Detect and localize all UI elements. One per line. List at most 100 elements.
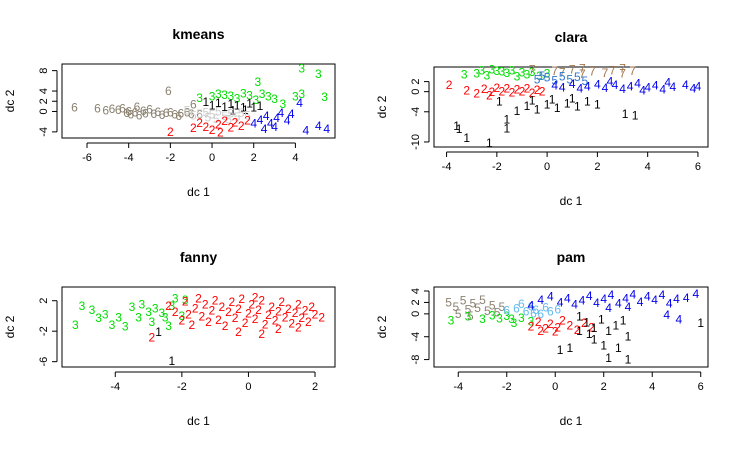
data-point-cluster-4: 4	[551, 79, 558, 93]
data-point-cluster-3: 3	[461, 68, 468, 82]
y-axis-label: dc 2	[3, 89, 17, 112]
data-point-cluster-3: 3	[252, 93, 259, 107]
y-axis-label: dc 2	[375, 315, 389, 338]
data-point-cluster-2: 2	[222, 319, 229, 333]
data-point-cluster-3: 3	[139, 298, 146, 312]
data-point-cluster-4: 4	[664, 76, 671, 90]
data-point-cluster-2: 2	[504, 82, 511, 96]
data-point-cluster-3: 3	[159, 306, 166, 320]
data-point-cluster-3: 3	[145, 305, 152, 319]
data-point-cluster-5: 5	[221, 109, 228, 123]
data-point-cluster-3: 3	[298, 62, 305, 76]
panel-title: kmeans	[172, 26, 224, 42]
data-point-cluster-6: 6	[163, 106, 170, 120]
data-point-cluster-2: 2	[248, 298, 255, 312]
data-point-cluster-5: 5	[499, 300, 506, 314]
data-point-cluster-1: 1	[242, 103, 249, 117]
data-point-cluster-6: 6	[513, 302, 520, 316]
data-point-cluster-3: 3	[182, 293, 189, 307]
data-point-cluster-1: 1	[504, 121, 511, 135]
data-point-cluster-2: 2	[190, 121, 197, 135]
data-point-cluster-2: 2	[252, 291, 259, 305]
data-point-cluster-6: 6	[532, 303, 539, 317]
data-point-cluster-1: 1	[202, 95, 209, 109]
data-point-cluster-7: 7	[629, 64, 636, 78]
data-point-cluster-1: 1	[549, 93, 556, 107]
data-point-cluster-4: 4	[277, 106, 284, 120]
data-point-cluster-3: 3	[511, 316, 518, 330]
data-point-cluster-2: 2	[295, 320, 302, 334]
data-point-cluster-1: 1	[569, 92, 576, 106]
y-tick-label: -2	[38, 326, 50, 336]
data-point-cluster-1: 1	[230, 103, 237, 117]
data-point-cluster-1: 1	[209, 98, 216, 112]
data-point-cluster-5: 5	[184, 103, 191, 117]
y-tick-label: -6	[38, 357, 50, 367]
data-point-cluster-2: 2	[225, 305, 232, 319]
data-point-cluster-2: 2	[238, 292, 245, 306]
data-point-cluster-6: 6	[132, 105, 139, 119]
data-point-cluster-4: 4	[659, 288, 666, 302]
data-point-cluster-5: 5	[190, 109, 197, 123]
data-point-cluster-3: 3	[221, 88, 228, 102]
data-point-cluster-3: 3	[115, 310, 122, 324]
data-point-cluster-1: 1	[697, 316, 704, 330]
y-tick-label: -4	[38, 127, 50, 137]
data-point-cluster-3: 3	[514, 70, 521, 84]
data-point-cluster-6: 6	[554, 302, 561, 316]
data-point-cluster-4: 4	[557, 295, 564, 309]
data-point-cluster-2: 2	[244, 114, 251, 128]
data-point-cluster-1: 1	[591, 321, 598, 335]
data-point-cluster-1: 1	[215, 96, 222, 110]
data-point-cluster-4: 4	[267, 117, 274, 131]
y-tick-label: 4	[410, 288, 422, 294]
data-point-cluster-3: 3	[473, 67, 480, 81]
data-point-cluster-2: 2	[547, 317, 554, 331]
data-point-cluster-2: 2	[574, 323, 581, 337]
data-point-cluster-2: 2	[537, 324, 544, 338]
data-point-cluster-5: 5	[474, 301, 481, 315]
data-point-cluster-3: 3	[321, 90, 328, 104]
data-point-cluster-3: 3	[165, 319, 172, 333]
data-point-cluster-6: 6	[537, 307, 544, 321]
x-tick-label: -2	[492, 161, 502, 173]
data-point-cluster-1: 1	[250, 100, 257, 114]
y-tick-label: -4	[410, 107, 422, 117]
data-point-cluster-1: 1	[514, 104, 521, 118]
data-point-cluster-2: 2	[473, 87, 480, 101]
data-point-cluster-2: 2	[209, 123, 216, 137]
data-point-cluster-3: 3	[529, 65, 536, 79]
data-point-cluster-5: 5	[238, 106, 245, 120]
x-tick-label: -4	[110, 381, 120, 393]
data-point-cluster-2: 2	[185, 307, 192, 321]
plot-frame	[433, 66, 709, 148]
data-point-cluster-4: 4	[537, 293, 544, 307]
data-point-cluster-7: 7	[609, 64, 616, 78]
data-point-cluster-2: 2	[298, 311, 305, 325]
data-point-cluster-1: 1	[566, 341, 573, 355]
data-point-cluster-2: 2	[285, 302, 292, 316]
data-point-cluster-1: 1	[504, 112, 511, 126]
data-point-cluster-7: 7	[602, 66, 609, 80]
data-point-cluster-2: 2	[228, 295, 235, 309]
data-point-cluster-3: 3	[280, 97, 287, 111]
data-point-cluster-3: 3	[72, 318, 79, 332]
data-point-cluster-2: 2	[149, 330, 156, 344]
data-point-cluster-1: 1	[240, 100, 247, 114]
data-point-cluster-3: 3	[292, 90, 299, 104]
x-tick-label: 6	[695, 161, 701, 173]
x-tick-label: -2	[165, 152, 175, 164]
data-point-cluster-4: 4	[263, 109, 270, 123]
data-point-cluster-6: 6	[196, 108, 203, 122]
data-point-cluster-4: 4	[547, 290, 554, 304]
y-axis: -6 -2 2	[38, 298, 58, 367]
data-point-cluster-3: 3	[479, 312, 486, 326]
data-point-cluster-1: 1	[574, 100, 581, 114]
x-axis-label: dc 1	[560, 194, 583, 208]
data-point-cluster-4: 4	[652, 79, 659, 93]
data-point-cluster-5: 5	[202, 105, 209, 119]
